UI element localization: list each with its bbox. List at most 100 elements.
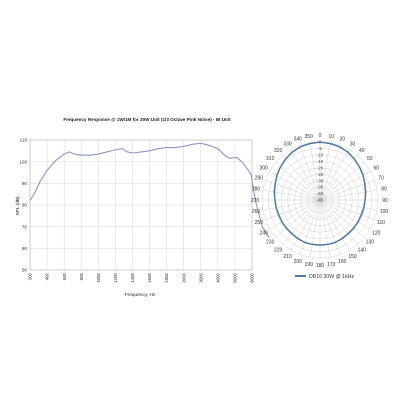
- angle-tick-label: 350: [305, 134, 314, 140]
- angle-tick-label: 310: [266, 156, 275, 162]
- angle-tick-label: 80: [381, 187, 387, 193]
- polar-spoke: [309, 142, 321, 201]
- y-tick-label: 50: [22, 268, 28, 273]
- polar-spoke: [299, 145, 321, 201]
- x-tick-label: 800: [79, 272, 84, 280]
- y-tick-labels: 50 60 70 80 90 100 110: [19, 138, 27, 273]
- y-tick-label: 90: [22, 181, 28, 186]
- polar-spoke: [290, 149, 321, 201]
- angle-tick-label: 250: [255, 220, 264, 226]
- x-tick-labels: 300 400 600 800 1000 1200 1400 1600 1800 2000 3000…: [28, 272, 255, 282]
- angle-tick-label: 190: [305, 262, 314, 268]
- x-tick-label: 300: [28, 272, 33, 280]
- polar-spoke: [319, 170, 371, 201]
- polar-spoke: [319, 199, 331, 258]
- x-axis-label: Frequency, Hz: [125, 292, 156, 298]
- angle-tick-label: 110: [377, 220, 385, 226]
- polar-spoke: [319, 199, 365, 238]
- radial-tick-label: -20: [317, 165, 324, 170]
- angle-tick-label: 10: [329, 134, 335, 140]
- angle-tick-label: 280: [252, 187, 261, 193]
- chart-gridlines: [29, 139, 253, 271]
- y-tick-label: 60: [22, 246, 28, 251]
- polar-spoke: [299, 199, 321, 255]
- polar-spoke: [262, 189, 321, 201]
- angle-tick-label: 290: [255, 176, 264, 182]
- angle-tick-label: 220: [274, 248, 283, 254]
- angle-tick-label: 50: [367, 156, 373, 162]
- y-tick-label: 110: [20, 138, 28, 143]
- angle-tick-label: 320: [274, 148, 283, 154]
- x-tick-label: 6000: [250, 272, 255, 282]
- polar-pattern-series: [273, 141, 367, 246]
- angle-tick-label: 270: [251, 198, 260, 204]
- polar-spoke: [319, 199, 375, 221]
- angle-tick-label: 90: [382, 198, 388, 204]
- radial-tick-label: -10: [317, 152, 324, 157]
- angle-tick-label: 160: [338, 259, 347, 265]
- legend-label: DB16 30W @ 1kHz: [309, 274, 354, 280]
- x-tick-label: 5000: [233, 272, 238, 282]
- y-tick-label: 80: [22, 203, 28, 208]
- angle-tick-label: 170: [327, 262, 336, 268]
- polar-spoke: [319, 199, 350, 251]
- polar-spoke: [319, 142, 331, 201]
- frequency-response-line: [29, 142, 270, 238]
- polar-spoke: [262, 199, 321, 211]
- x-tick-label: 1800: [164, 272, 169, 282]
- angle-tick-label: 130: [366, 240, 375, 246]
- angle-tick-label: 340: [294, 137, 303, 143]
- polar-legend: DB16 30W @ 1kHz: [295, 274, 354, 280]
- angle-tick-label: 200: [294, 259, 303, 265]
- radial-tick-label: -25: [317, 172, 324, 177]
- x-tick-label: 1000: [96, 272, 101, 282]
- x-tick-label: 1200: [113, 272, 118, 282]
- polar-spoke: [319, 199, 358, 245]
- angle-tick-label: 240: [260, 230, 269, 236]
- angle-tick-label: 180: [316, 263, 325, 269]
- polar-spoke: [282, 155, 321, 201]
- radial-tick-label: -15: [317, 159, 324, 164]
- angle-tick-label: 210: [283, 254, 292, 260]
- frequency-response-chart: Frequency Response @ 1W/1M for 30W Unit …: [15, 117, 270, 298]
- polar-spoke: [282, 199, 321, 245]
- x-tick-label: 4000: [215, 272, 220, 282]
- polar-spoke: [275, 162, 321, 201]
- angle-tick-label: 260: [252, 209, 261, 215]
- plot-area-border: [29, 139, 253, 271]
- radial-tick-label: -5: [318, 146, 322, 151]
- polar-spoke: [319, 189, 378, 201]
- polar-spoke: [319, 162, 365, 201]
- angle-tick-label: 100: [380, 209, 389, 215]
- polar-spoke: [269, 199, 321, 230]
- angle-tick-label: 20: [339, 137, 345, 143]
- frequency-response-series: [29, 142, 270, 238]
- polar-pattern-line: [273, 141, 367, 246]
- y-tick-label: 100: [19, 159, 27, 164]
- angle-tick-label: 230: [266, 240, 275, 246]
- angle-tick-label: 120: [372, 230, 381, 236]
- polar-spoke: [319, 155, 358, 201]
- polar-spoke: [319, 199, 371, 230]
- x-tick-label: 1600: [147, 272, 152, 282]
- polar-spoke: [309, 199, 321, 258]
- radial-tick-label: -40: [317, 191, 324, 196]
- polar-spoke: [269, 170, 321, 201]
- polar-spoke: [319, 145, 341, 201]
- x-tick-label: 2000: [181, 272, 186, 282]
- radial-tick-label: -30: [317, 178, 324, 183]
- plot-border: [29, 139, 253, 271]
- angle-tick-label: 70: [378, 176, 384, 182]
- angle-tick-label: 140: [358, 248, 367, 254]
- angle-tick-label: 0: [319, 133, 322, 139]
- y-tick-label: 70: [22, 224, 28, 229]
- radial-tick-label: -35: [317, 185, 324, 190]
- x-tick-label: 600: [62, 272, 67, 280]
- angle-tick-label: 40: [359, 148, 365, 154]
- angle-tick-label: 60: [374, 165, 380, 171]
- polar-spoke: [319, 199, 378, 211]
- chart-title: Frequency Response @ 1W/1M for 30W Unit …: [63, 117, 231, 122]
